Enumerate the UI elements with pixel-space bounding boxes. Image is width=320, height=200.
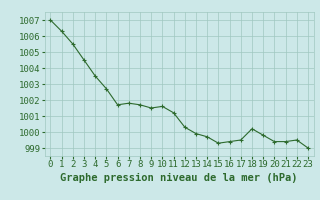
X-axis label: Graphe pression niveau de la mer (hPa): Graphe pression niveau de la mer (hPa) — [60, 173, 298, 183]
